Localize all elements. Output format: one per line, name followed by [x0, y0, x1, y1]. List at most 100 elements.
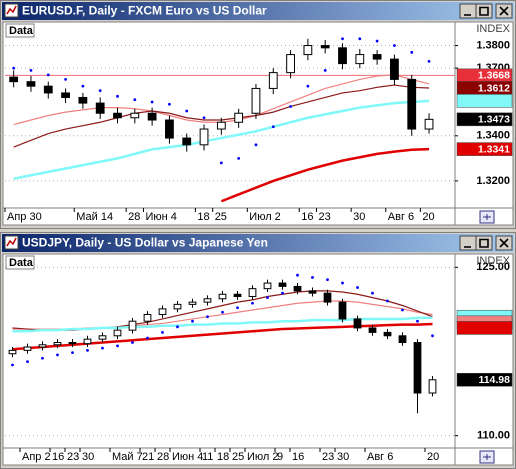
sar-dot — [11, 363, 14, 367]
y-tick-label: 1.3200 — [476, 175, 510, 187]
x-tick-label: Июн 4 — [145, 211, 176, 223]
sar-dot — [12, 66, 16, 70]
x-tick-label: 9 — [277, 451, 283, 463]
chart-area — [2, 253, 514, 466]
candle-body — [338, 47, 347, 65]
candle-body — [173, 303, 182, 310]
sar-dot — [116, 94, 119, 98]
maximize-button-glyph — [479, 238, 489, 248]
sar-dot — [410, 50, 414, 54]
x-tick-label: 16 — [292, 451, 304, 463]
candle-body — [78, 96, 88, 104]
price-tag-label: 1.3341 — [478, 143, 510, 155]
y-tick-label: 1.3800 — [476, 39, 510, 51]
candle-body — [355, 54, 365, 65]
sar-dot — [146, 336, 149, 340]
sar-dot — [221, 310, 224, 314]
price-tag — [456, 94, 513, 108]
candle-body — [308, 290, 317, 294]
window-icon-glyph — [6, 5, 17, 15]
candle-body — [372, 54, 382, 60]
candle-body — [26, 81, 36, 87]
y-tick-label: 110.00 — [477, 430, 510, 442]
candle-body — [390, 58, 399, 80]
price-tag-label: 1.3612 — [478, 82, 510, 94]
sar-dot — [341, 37, 344, 41]
maximize-button[interactable] — [475, 3, 493, 19]
sar-dot — [185, 109, 189, 113]
x-tick-label: Май 7 — [112, 451, 143, 463]
minimize-button[interactable] — [459, 235, 477, 251]
candle-body — [216, 121, 226, 130]
minimize-button[interactable] — [459, 3, 477, 19]
candle-body — [293, 285, 302, 292]
candle-body — [218, 293, 227, 300]
window-icon-glyph — [6, 237, 17, 247]
sar-dot — [161, 331, 164, 334]
maximize-button[interactable] — [475, 235, 493, 251]
sar-dot — [431, 334, 434, 338]
candle-body — [383, 331, 392, 337]
sar-dot — [64, 78, 67, 81]
maximize-button-glyph — [479, 6, 489, 16]
candle-body — [368, 327, 377, 333]
window-title: EURUSD.F, Daily - FXCM Euro vs US Dollar — [22, 4, 267, 18]
price-tag — [456, 142, 513, 156]
x-tick-label: Июн 4 — [172, 451, 203, 463]
candle-body — [203, 298, 212, 303]
sar-dot — [356, 286, 359, 289]
data-box — [5, 255, 35, 270]
candle-body — [68, 342, 77, 345]
candle-body — [251, 87, 261, 114]
x-tick-label: 16 — [301, 211, 313, 223]
candle-body — [23, 346, 32, 351]
close-button-glyph — [499, 6, 509, 16]
sar-dot — [323, 68, 327, 72]
title-bar — [2, 234, 514, 252]
sar-dot — [375, 39, 379, 43]
title-bar — [2, 2, 514, 20]
sar-dot — [219, 161, 223, 165]
price-tag — [456, 373, 513, 387]
x-tick-label: 16 — [52, 451, 64, 463]
x-tick-label: 28 — [128, 211, 140, 223]
window-title: USDJPY, Daily - US Dollar vs Japanese Ye… — [22, 236, 268, 250]
candle-body — [83, 338, 92, 345]
candle-body — [38, 344, 47, 348]
x-tick-label: 18 — [217, 451, 229, 463]
data-label: Data — [9, 257, 34, 269]
candle-body — [113, 329, 122, 337]
candle-body — [199, 128, 209, 146]
candle-body — [53, 342, 62, 346]
candle-body — [413, 342, 422, 394]
sar-dot — [266, 296, 269, 300]
candle-body — [95, 102, 105, 114]
candle-body — [147, 112, 157, 121]
y-tick-label: 125.00 — [476, 261, 510, 273]
x-tick-label: 30 — [353, 211, 365, 223]
sar-dot — [176, 325, 179, 329]
candle-body — [165, 119, 174, 139]
x-tick-label: 11 — [202, 451, 213, 463]
candle-body — [188, 301, 197, 305]
candle-body — [182, 137, 192, 146]
x-tick-label: 25 — [215, 211, 227, 223]
sar-dot — [386, 299, 389, 303]
sar-dot — [202, 116, 206, 120]
sar-dot — [427, 59, 431, 63]
sar-dot — [401, 308, 404, 312]
x-tick-label: 30 — [337, 451, 349, 463]
candle-body — [8, 349, 17, 355]
candle-body — [234, 112, 244, 123]
sar-dot — [393, 44, 396, 47]
candle-body — [286, 54, 295, 74]
candle-body — [278, 282, 287, 287]
sar-dot — [254, 143, 258, 147]
x-tick-label: Апр 30 — [7, 211, 42, 223]
x-tick-label: Авг 6 — [367, 451, 393, 463]
sar-dot — [416, 319, 419, 323]
sar-dot — [71, 351, 74, 355]
sar-dot — [251, 301, 254, 305]
